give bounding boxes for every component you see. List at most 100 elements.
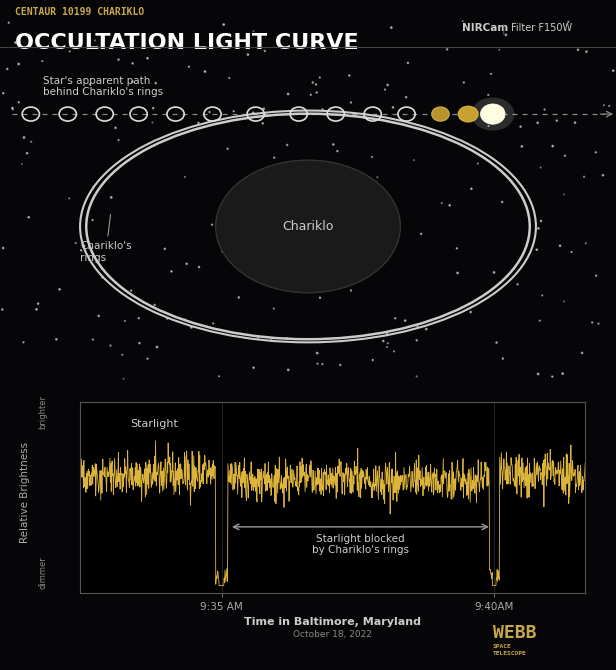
Point: [416, 228, 426, 239]
Point: [227, 186, 237, 196]
Point: [266, 335, 276, 346]
Point: [383, 80, 392, 90]
Point: [105, 340, 115, 351]
Point: [0, 243, 8, 253]
Point: [38, 56, 47, 66]
Point: [84, 79, 94, 90]
Point: [382, 342, 392, 352]
Point: [421, 324, 431, 334]
Point: [577, 348, 587, 358]
Point: [309, 215, 319, 226]
Ellipse shape: [216, 160, 400, 293]
Point: [111, 123, 121, 133]
Point: [516, 121, 525, 132]
Point: [14, 97, 23, 108]
Point: [403, 58, 413, 68]
Point: [382, 329, 392, 340]
Point: [552, 115, 562, 126]
Point: [344, 70, 354, 81]
Point: [311, 79, 321, 90]
Point: [243, 49, 253, 60]
Point: [497, 103, 507, 114]
Point: [10, 37, 20, 48]
Point: [401, 92, 411, 103]
Point: [559, 189, 569, 200]
Point: [229, 106, 238, 117]
Point: [182, 259, 192, 269]
Point: [517, 141, 527, 152]
Point: [378, 336, 388, 346]
Point: [152, 342, 162, 352]
Point: [134, 313, 144, 324]
Point: [548, 371, 557, 382]
Point: [555, 241, 565, 251]
Point: [548, 141, 557, 151]
Point: [14, 59, 23, 70]
Point: [386, 22, 396, 33]
Point: [234, 292, 244, 303]
Point: [269, 152, 279, 163]
Point: [411, 371, 421, 382]
Point: [113, 54, 123, 65]
Point: [150, 299, 160, 310]
Point: [513, 279, 522, 289]
Point: [87, 214, 97, 225]
Point: [501, 29, 511, 40]
Point: [362, 237, 371, 248]
Point: [180, 172, 190, 182]
Point: [2, 64, 12, 74]
Point: [346, 285, 356, 296]
Point: [283, 88, 293, 99]
Point: [560, 150, 570, 161]
Point: [76, 245, 86, 256]
Text: Relative Brightness: Relative Brightness: [20, 442, 30, 543]
Point: [55, 284, 65, 295]
Point: [458, 16, 468, 27]
Point: [557, 369, 567, 379]
Point: [184, 62, 194, 72]
Point: [0, 88, 8, 98]
Point: [108, 36, 118, 47]
Point: [90, 35, 100, 46]
Text: Chariklo: Chariklo: [282, 220, 334, 233]
Point: [208, 318, 218, 329]
Point: [118, 350, 128, 360]
Point: [217, 247, 227, 257]
Point: [315, 72, 325, 83]
Point: [333, 146, 342, 157]
Point: [591, 270, 601, 281]
Point: [166, 266, 176, 277]
Point: [336, 267, 346, 278]
Point: [391, 313, 400, 324]
Point: [317, 358, 327, 369]
Ellipse shape: [480, 104, 505, 124]
Point: [180, 314, 190, 325]
Point: [413, 322, 423, 332]
Text: NIRCam: NIRCam: [462, 23, 508, 34]
Point: [214, 371, 224, 382]
Point: [409, 155, 419, 165]
Text: Starlight blocked
by Chariklo's rings: Starlight blocked by Chariklo's rings: [312, 534, 409, 555]
Point: [318, 104, 328, 115]
Point: [604, 100, 614, 111]
Point: [486, 68, 496, 79]
Text: WEBB: WEBB: [493, 624, 537, 642]
Point: [373, 172, 383, 182]
Point: [388, 102, 398, 113]
Point: [540, 104, 549, 115]
Point: [594, 318, 604, 329]
Point: [559, 296, 569, 307]
Point: [248, 107, 258, 118]
Point: [437, 198, 447, 208]
Point: [269, 304, 278, 314]
Point: [249, 26, 259, 37]
Point: [466, 307, 476, 318]
Text: brighter: brighter: [39, 395, 47, 429]
Point: [473, 158, 483, 169]
Point: [582, 46, 591, 57]
Point: [564, 17, 573, 27]
Point: [312, 348, 322, 358]
Point: [219, 19, 229, 30]
Point: [200, 66, 210, 77]
Point: [148, 103, 158, 113]
